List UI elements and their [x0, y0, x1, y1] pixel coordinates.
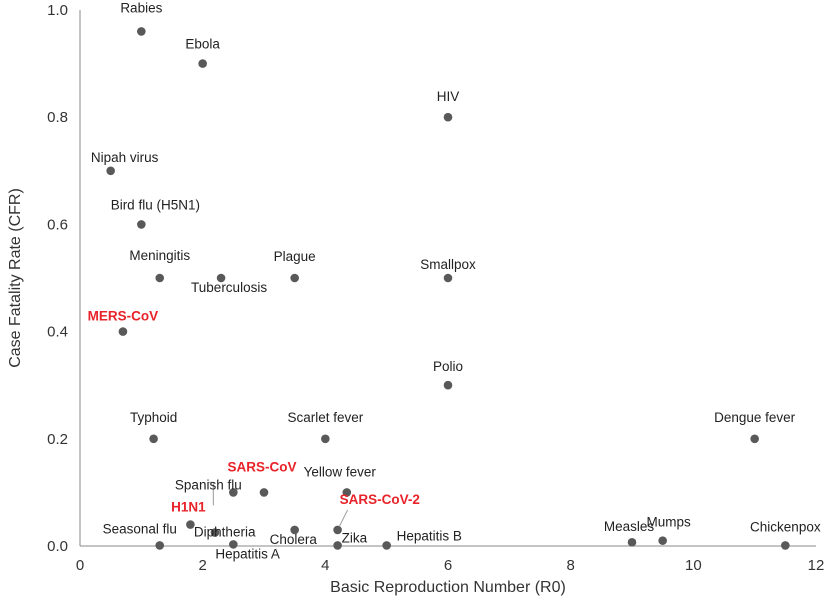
point-hepatitis-b: [382, 541, 391, 550]
point-measles: [627, 537, 637, 547]
label-smallpox: Smallpox: [420, 257, 476, 272]
point-smallpox: [443, 273, 453, 283]
y-tick-label: 0.4: [47, 324, 68, 341]
y-axis-title: Case Fatality Rate (CFR): [7, 188, 24, 368]
x-tick-label: 0: [76, 557, 84, 574]
label-hepatitis-b: Hepatitis B: [397, 528, 462, 543]
point-dengue-fever: [750, 434, 759, 444]
point-ebola: [198, 59, 207, 68]
point-tuberculosis: [216, 273, 226, 283]
point-seasonal-flu: [155, 541, 165, 550]
label-polio: Polio: [433, 359, 463, 374]
x-tick-label: 10: [685, 557, 702, 574]
label-connectors: [208, 481, 349, 527]
point-polio: [443, 380, 453, 390]
point-cholera: [290, 525, 299, 535]
point-zika: [333, 541, 342, 550]
point-chickenpox: [781, 541, 790, 550]
sars-cov-2-connector: [339, 509, 349, 527]
label-cholera: Cholera: [270, 532, 318, 547]
point-scarlet-fever: [321, 434, 330, 444]
label-seasonal-flu: Seasonal flu: [103, 521, 177, 536]
point-typhoid: [149, 434, 158, 444]
label-mumps: Mumps: [647, 515, 692, 530]
point-mumps: [658, 536, 667, 545]
label-mers-cov: MERS-CoV: [88, 309, 159, 324]
label-dengue-fever: Dengue fever: [714, 410, 796, 425]
point-labels: Rabies Ebola HIV Nipah virus Bird flu (H5N1)…: [88, 0, 821, 561]
point-spanish-flu: [229, 488, 238, 497]
label-tuberculosis: Tuberculosis: [191, 280, 267, 295]
label-diphtheria: Diphtheria: [194, 525, 256, 540]
point-diphtheria: [210, 528, 220, 537]
label-meningitis: Meningitis: [129, 248, 190, 263]
point-hiv: [443, 112, 453, 122]
label-sars-cov-2: SARS-CoV-2: [340, 492, 420, 507]
x-tick-labels: 0 2 4 6 8 10 12: [76, 557, 825, 574]
spanish-flu-connector: [208, 481, 214, 506]
x-tick-label: 12: [808, 557, 825, 574]
label-zika: Zika: [342, 530, 368, 545]
label-plague: Plague: [274, 249, 316, 264]
y-tick-labels: 0.0 0.2 0.4 0.6 0.8 1.0: [47, 2, 68, 555]
x-axis-title: Basic Reproduction Number (R0): [330, 579, 566, 596]
point-sars-cov-2: [333, 525, 342, 535]
x-tick-label: 2: [198, 557, 206, 574]
label-hiv: HIV: [437, 89, 460, 104]
label-bird-flu-h5n1: Bird flu (H5N1): [111, 197, 200, 212]
y-tick-label: 1.0: [47, 2, 68, 19]
label-rabies: Rabies: [120, 0, 162, 15]
label-hepatitis-a: Hepatitis A: [215, 546, 280, 561]
point-yellow-fever: [342, 488, 352, 497]
point-rabies: [137, 27, 146, 36]
label-sars-cov: SARS-CoV: [227, 459, 296, 474]
y-tick-label: 0.2: [47, 431, 68, 448]
y-tick-label: 0.0: [47, 538, 68, 555]
y-tick-label: 0.6: [47, 216, 68, 233]
point-meningitis: [155, 273, 165, 283]
label-measles: Measles: [604, 519, 655, 534]
x-tick-label: 8: [566, 557, 574, 574]
label-scarlet-fever: Scarlet fever: [287, 410, 363, 425]
label-nipah-virus: Nipah virus: [91, 150, 159, 165]
data-points: [106, 27, 790, 550]
point-plague: [290, 273, 299, 283]
label-h1n1: H1N1: [171, 500, 206, 515]
label-ebola: Ebola: [185, 37, 220, 52]
point-nipah-virus: [106, 166, 115, 176]
point-h1n1: [186, 520, 195, 529]
point-mers-cov: [118, 327, 128, 336]
label-yellow-fever: Yellow fever: [304, 464, 377, 479]
label-typhoid: Typhoid: [130, 410, 177, 425]
y-tick-label: 0.8: [47, 109, 68, 126]
point-sars-cov: [259, 488, 269, 497]
x-tick-label: 6: [444, 557, 452, 574]
point-hepatitis-a: [229, 540, 238, 549]
label-spanish-flu: Spanish flu: [175, 477, 242, 492]
label-chickenpox: Chickenpox: [750, 519, 821, 534]
point-bird-flu-h5n1: [137, 220, 146, 229]
x-tick-label: 4: [321, 557, 329, 574]
